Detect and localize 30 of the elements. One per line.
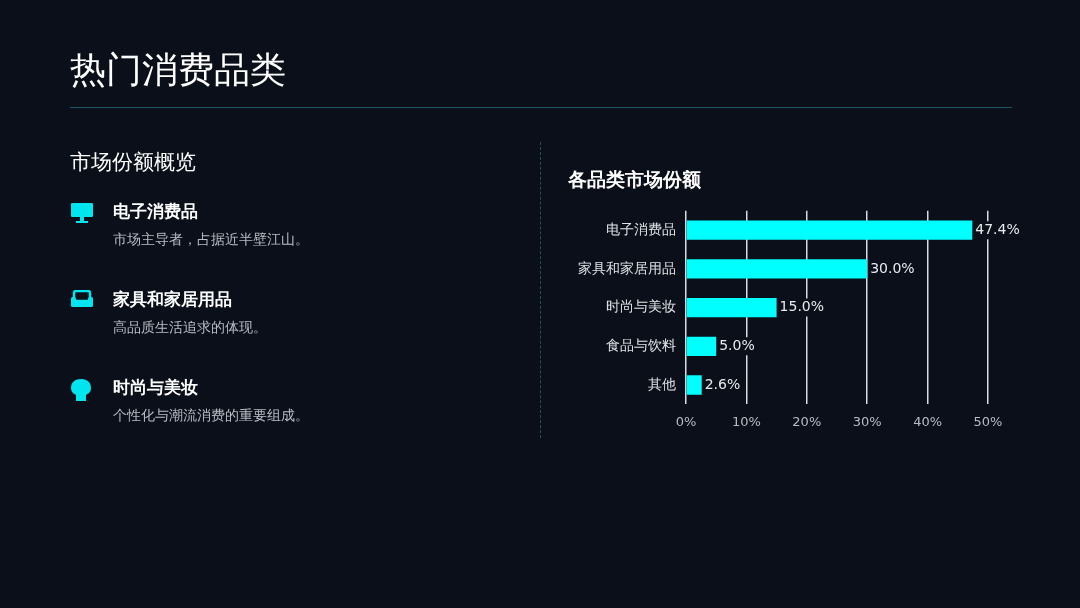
- text: 市场主导者，占据近半壁江山。: [113, 231, 309, 249]
- x-tick-label: 20%: [792, 413, 822, 429]
- x-tick-label: 0%: [675, 413, 697, 429]
- y-tick-label: 其他: [648, 375, 676, 392]
- x-tick-label: 40%: [913, 413, 943, 429]
- text: 家具和家居用品: [113, 288, 232, 311]
- y-tick-label: 时尚与美妆: [606, 298, 676, 315]
- text: 市场份额概览: [70, 149, 196, 176]
- x-tick-label: 50%: [973, 413, 1003, 429]
- data-label: 15.0%: [779, 298, 825, 315]
- y-tick-label: 电子消费品: [606, 220, 676, 237]
- text: 高品质生活追求的体现。: [113, 319, 267, 337]
- x-tick-label: 10%: [731, 413, 761, 429]
- data-label: 47.4%: [975, 220, 1020, 237]
- bar: [686, 297, 777, 318]
- chart-title: 各品类市场份额: [567, 168, 702, 191]
- text: 个性化与潮流消费的重要组成。: [113, 407, 309, 425]
- text: 电子消费品: [113, 200, 198, 223]
- data-label: 5.0%: [719, 336, 755, 353]
- bar: [686, 259, 868, 279]
- data-label: 30.0%: [870, 259, 915, 276]
- y-tick-label: 食品与饮料: [606, 336, 676, 353]
- text: 热门消费品类: [70, 48, 286, 92]
- bar: [686, 336, 717, 356]
- bar: [686, 375, 702, 395]
- bar: [686, 220, 973, 240]
- data-label: 2.6%: [704, 375, 741, 392]
- text: 时尚与美妆: [113, 376, 198, 399]
- y-tick-label: 家具和家居用品: [578, 259, 676, 276]
- x-tick-label: 30%: [852, 413, 882, 429]
